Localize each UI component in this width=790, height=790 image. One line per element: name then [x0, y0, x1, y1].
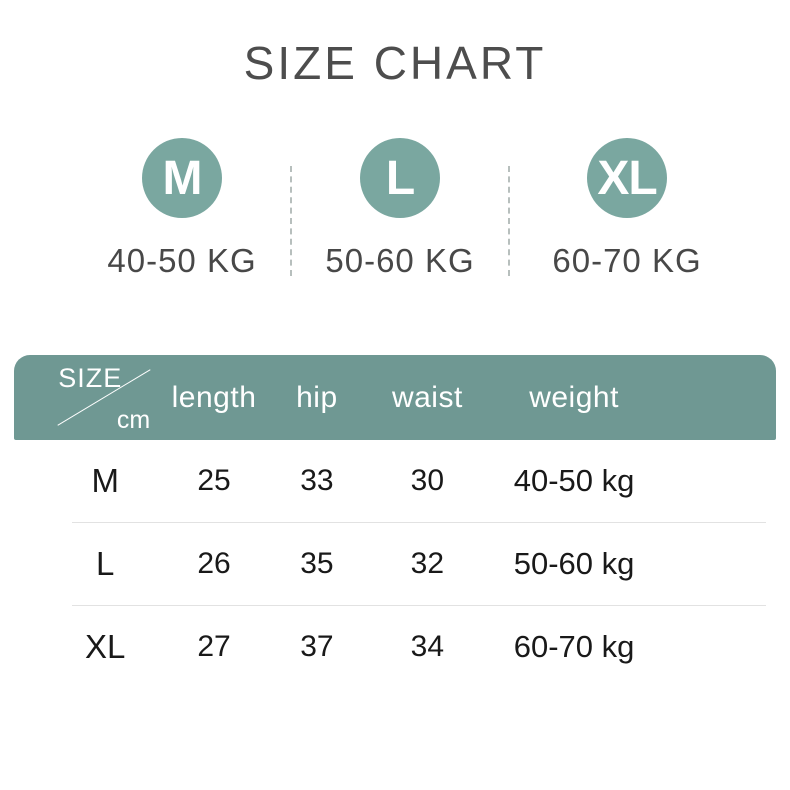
cell-waist: 30 — [410, 464, 445, 497]
table-row-l: L 26 35 32 50-60 kg — [14, 523, 776, 605]
dashed-divider — [290, 166, 292, 276]
row-divider — [72, 522, 766, 523]
size-legend-group-m: M 40-50 KG — [82, 138, 282, 280]
corner-cm-label: cm — [116, 405, 151, 434]
cell-size: M — [91, 462, 119, 499]
weight-range-label: 40-50 KG — [107, 242, 257, 279]
size-badge-l: L — [360, 138, 440, 218]
cell-length: 27 — [197, 630, 231, 663]
size-cm-corner: SIZE cm — [57, 363, 152, 434]
weight-range-label: 60-70 KG — [552, 242, 702, 279]
weight-range-label: 50-60 KG — [325, 242, 475, 279]
table-row-m: M 25 33 30 40-50 kg — [14, 440, 776, 522]
corner-size-label: SIZE — [58, 362, 123, 393]
dashed-divider — [508, 166, 510, 276]
size-badge-xl: XL — [587, 138, 667, 218]
cell-length: 25 — [197, 464, 231, 497]
cell-size: XL — [85, 628, 126, 665]
row-divider — [72, 605, 766, 606]
size-badge-label: L — [385, 151, 415, 205]
cell-waist: 32 — [410, 547, 445, 580]
cell-length: 26 — [197, 547, 231, 580]
size-legend-group-l: L 50-60 KG — [300, 138, 500, 280]
cell-weight: 40-50 kg — [513, 463, 635, 498]
size-legend-group-xl: XL 60-70 KG — [518, 138, 736, 280]
header-corner-cell: SIZE cm — [14, 363, 166, 434]
cell-weight: 50-60 kg — [513, 546, 635, 581]
cell-hip: 33 — [300, 464, 334, 497]
table-header: SIZE cm length hip waist weight — [14, 355, 776, 440]
cell-size: L — [96, 545, 115, 582]
header-hip: hip — [296, 380, 338, 414]
size-table: SIZE cm length hip waist weight M 25 33 … — [14, 355, 776, 688]
table-row-xl: XL 27 37 34 60-70 kg — [14, 606, 776, 688]
header-length: length — [171, 380, 257, 414]
header-weight: weight — [529, 380, 619, 414]
cell-weight: 60-70 kg — [513, 629, 635, 664]
size-badge-m: M — [142, 138, 222, 218]
size-legend: M 40-50 KG L 50-60 KG XL 60-70 KG — [14, 138, 790, 280]
size-badge-label: M — [162, 151, 203, 205]
header-waist: waist — [391, 380, 463, 414]
cell-hip: 35 — [300, 547, 334, 580]
cell-waist: 34 — [410, 630, 445, 663]
cell-hip: 37 — [300, 630, 334, 663]
size-badge-label: XL — [597, 151, 657, 205]
page-title: SIZE CHART — [243, 37, 547, 89]
